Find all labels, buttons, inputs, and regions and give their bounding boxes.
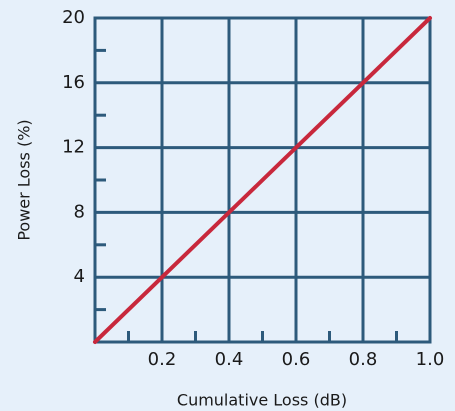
y-tick-label: 4 [74, 266, 85, 287]
x-tick-label: 0.6 [282, 349, 311, 370]
y-tick-label: 8 [74, 201, 85, 222]
x-tick-label: 0.4 [215, 349, 244, 370]
x-tick-label: 1.0 [416, 349, 445, 370]
data-line [93, 16, 432, 344]
plot-frame [93, 16, 432, 344]
x-tick-label: 0.8 [349, 349, 378, 370]
y-axis-label: Power Loss (%) [15, 119, 34, 240]
x-axis-label: Cumulative Loss (dB) [177, 391, 347, 410]
x-tick-label: 0.2 [148, 349, 177, 370]
y-tick-label: 12 [62, 137, 85, 158]
y-tick-label: 20 [62, 7, 85, 28]
y-tick-label: 16 [62, 72, 85, 93]
